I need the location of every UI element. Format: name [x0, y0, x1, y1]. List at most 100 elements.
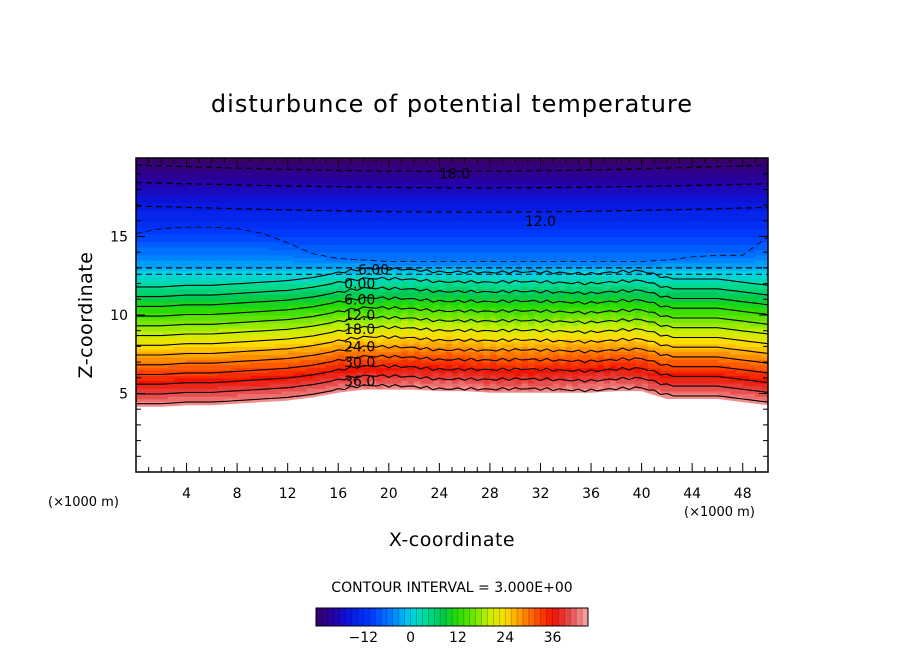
heat-cell [312, 286, 320, 290]
heat-cell [148, 301, 156, 306]
heat-cell [173, 364, 181, 368]
heat-cell [287, 260, 295, 264]
heat-cell [205, 202, 213, 206]
heat-cell [180, 267, 188, 272]
heat-cell [230, 312, 238, 316]
heat-cell [312, 291, 320, 295]
heat-cell [211, 367, 219, 371]
heat-cell [275, 241, 282, 245]
heat-cell [154, 299, 162, 303]
heat-cell [249, 356, 257, 361]
heat-cell [237, 364, 245, 368]
heat-cell [256, 173, 263, 177]
heat-cell [192, 210, 200, 214]
heat-cell [312, 220, 320, 225]
heat-cell [148, 398, 156, 402]
heat-cell [148, 367, 156, 371]
heat-cell [161, 288, 169, 293]
heat-cell [148, 165, 156, 170]
heat-cell [211, 244, 219, 248]
heat-cell [281, 173, 289, 177]
heat-cell [243, 333, 251, 337]
heat-cell [173, 231, 181, 235]
heat-cell [256, 385, 263, 389]
heat-cell [287, 246, 295, 251]
heat-cell [186, 160, 194, 164]
heat-cell [331, 383, 339, 387]
heat-cell [167, 254, 175, 259]
heat-cell [325, 388, 333, 392]
heat-cell [205, 346, 213, 350]
heat-cell [224, 220, 232, 225]
heat-cell [275, 388, 282, 392]
heat-cell [154, 396, 162, 400]
heat-cell [192, 286, 200, 290]
heat-cell [230, 252, 238, 256]
heat-cell [287, 273, 295, 277]
heat-cell [161, 307, 169, 311]
heat-cell [218, 231, 226, 235]
heat-cell [249, 296, 257, 300]
heat-cell [237, 260, 245, 264]
heat-cell [154, 215, 162, 219]
heat-cell [186, 275, 194, 279]
heat-cell [243, 349, 251, 353]
heat-cell [173, 288, 181, 293]
heat-cell [256, 362, 263, 366]
heat-cell [180, 270, 188, 274]
heat-cell [243, 186, 251, 190]
heat-cell [224, 171, 232, 175]
heat-cell [154, 351, 162, 355]
heat-cell [136, 377, 143, 382]
heat-cell [312, 328, 320, 332]
heat-cell [180, 226, 188, 230]
heat-cell [167, 325, 175, 329]
heat-cell [275, 275, 282, 279]
heat-cell [319, 307, 327, 311]
heat-cell [142, 356, 150, 361]
heat-cell [325, 335, 333, 340]
heat-cell [331, 380, 339, 384]
heat-cell [199, 359, 207, 363]
heat-cell [319, 168, 327, 172]
heat-cell [268, 278, 276, 282]
heat-cell [237, 320, 245, 324]
heat-cell [294, 197, 301, 201]
heat-cell [287, 388, 295, 392]
heat-cell [287, 236, 295, 240]
heat-cell [218, 270, 226, 274]
heat-cell [192, 215, 200, 219]
heat-cell [300, 273, 308, 277]
heat-cell [237, 249, 245, 253]
heat-cell [249, 249, 257, 253]
heat-cell [136, 320, 143, 324]
heat-cell [243, 257, 251, 261]
heat-cell [173, 186, 181, 190]
heat-cell [294, 372, 301, 376]
heat-cell [268, 362, 276, 366]
heat-cell [167, 367, 175, 371]
heat-cell [192, 330, 200, 334]
heat-cell [262, 184, 270, 188]
heat-cell [275, 383, 282, 387]
heat-cell [173, 307, 181, 311]
heat-cell [205, 273, 213, 277]
heat-cell [281, 226, 289, 230]
heat-cell [142, 158, 150, 162]
heat-cell [319, 249, 327, 253]
heat-cell [306, 260, 314, 264]
heat-cell [161, 322, 169, 327]
heat-cell [237, 184, 245, 188]
heat-cell [312, 260, 320, 264]
heat-cell [154, 273, 162, 277]
heat-cell [167, 322, 175, 327]
heat-cell [205, 301, 213, 306]
heat-cell [186, 356, 194, 361]
heat-cell [230, 176, 238, 180]
heat-cell [237, 236, 245, 240]
heat-cell [319, 385, 327, 389]
heat-cell [211, 199, 219, 204]
heat-cell [256, 160, 263, 164]
heat-cell [268, 223, 276, 227]
heat-cell [211, 309, 219, 313]
